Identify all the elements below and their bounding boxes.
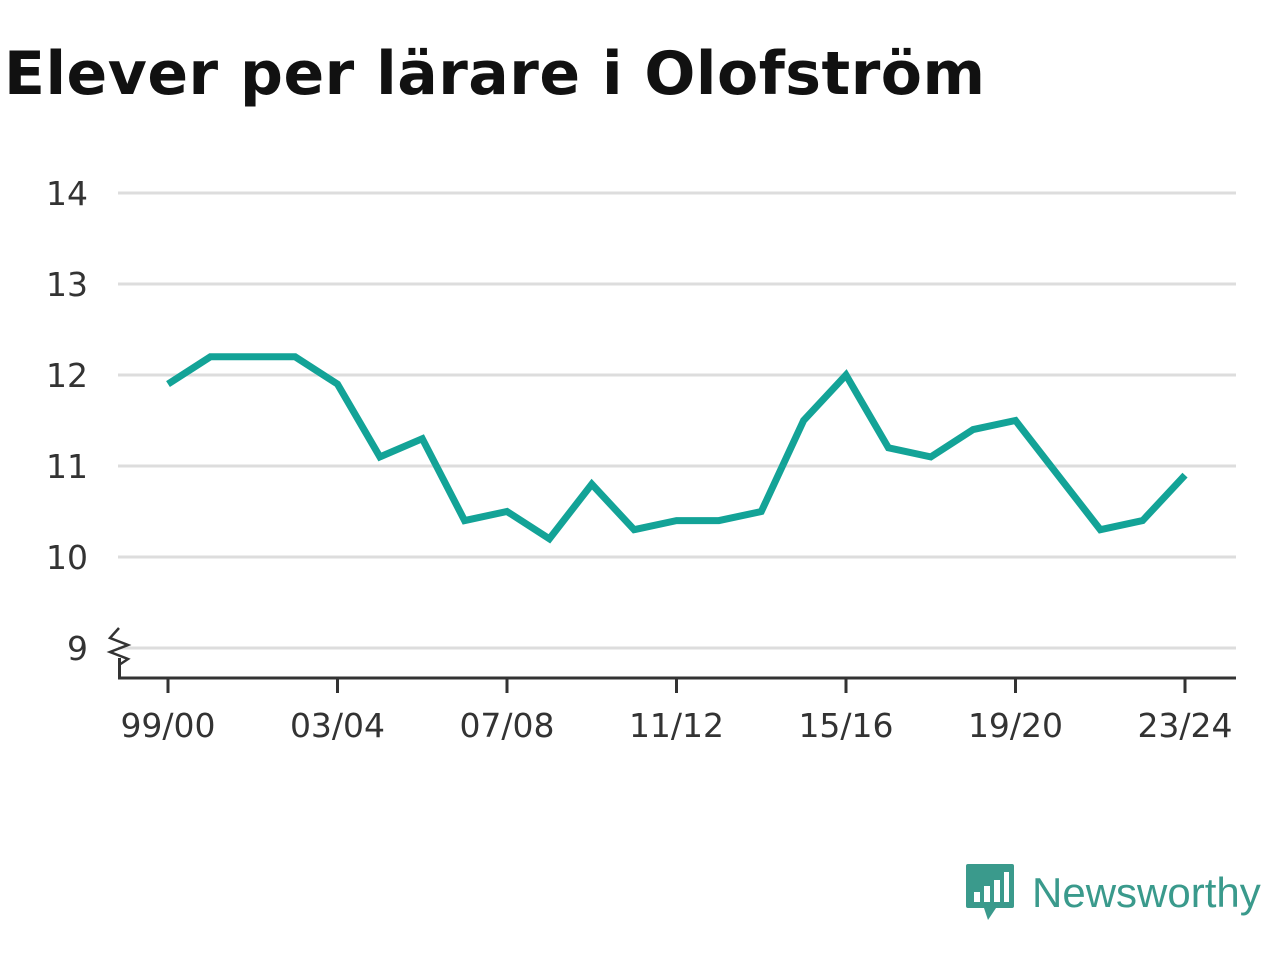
axis-break-symbol <box>106 627 132 667</box>
x-axis-tick-labels: 99/00 03/04 07/08 11/12 15/16 19/20 23/24 <box>120 706 1232 745</box>
x-tick-label: 23/24 <box>1137 706 1232 745</box>
x-axis <box>106 627 1236 693</box>
y-tick-label: 11 <box>46 447 88 486</box>
series-line <box>166 353 1188 544</box>
x-tick-label: 07/08 <box>459 706 554 745</box>
x-tick-label: 15/16 <box>798 706 893 745</box>
y-tick-label: 9 <box>67 629 88 668</box>
y-axis-tick-labels: 9 10 11 12 13 14 <box>46 174 88 668</box>
x-tick-label: 03/04 <box>290 706 385 745</box>
y-tick-label: 10 <box>46 538 88 577</box>
brand-name: Newsworthy <box>1032 869 1261 916</box>
x-tick-label: 19/20 <box>968 706 1063 745</box>
brand-logo: Newsworthy <box>964 862 1261 924</box>
x-tick-label: 99/00 <box>120 706 215 745</box>
series-group <box>166 353 1188 544</box>
y-tick-label: 12 <box>46 356 88 395</box>
y-tick-label: 14 <box>46 174 88 213</box>
newsworthy-logo-icon <box>966 864 1014 920</box>
chart-title: Elever per lärare i Olofström <box>4 39 986 109</box>
gridlines <box>118 191 1236 650</box>
x-tick-label: 11/12 <box>629 706 724 745</box>
y-tick-label: 13 <box>46 265 88 304</box>
